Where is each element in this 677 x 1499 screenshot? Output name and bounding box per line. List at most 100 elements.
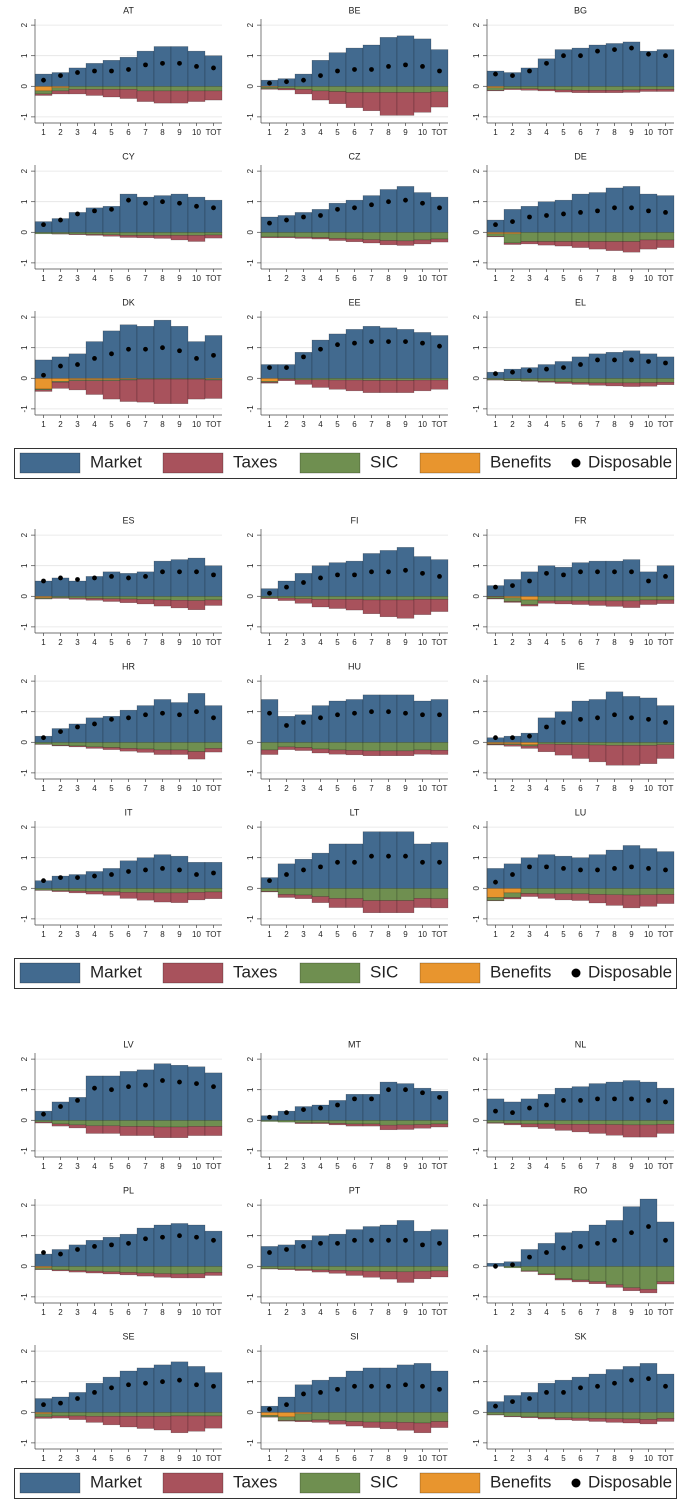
dot — [301, 580, 306, 585]
bar-segment — [294, 747, 313, 751]
bar-segment — [639, 239, 658, 250]
dot — [92, 873, 97, 879]
y-tick-label: 0 — [246, 1410, 255, 1415]
bar-segment — [294, 596, 313, 599]
bar-segment — [537, 1120, 556, 1125]
dot — [284, 723, 289, 728]
x-tick-label: 6 — [578, 1162, 583, 1171]
x-tick-label: 2 — [284, 420, 289, 429]
bar-segment — [102, 234, 121, 237]
bar-segment — [328, 1120, 347, 1124]
bar-segment — [85, 86, 104, 90]
dot — [420, 1242, 425, 1248]
x-tick-label: TOT — [432, 784, 448, 793]
x-tick-label: 1 — [493, 930, 498, 939]
bar-segment — [119, 860, 138, 889]
dot — [211, 870, 216, 876]
legend-label: Benefits — [490, 452, 551, 471]
bar-segment — [396, 1364, 415, 1413]
dot — [160, 1379, 165, 1385]
bar-segment — [328, 888, 347, 899]
bar-segment — [639, 596, 658, 601]
bar-segment — [260, 1266, 279, 1269]
bar-segment — [537, 565, 556, 597]
bar-segment — [136, 1069, 155, 1121]
bar-segment — [639, 1124, 658, 1138]
y-tick-label: 1 — [472, 1379, 481, 1384]
bar-segment — [486, 236, 505, 238]
dot — [126, 197, 131, 203]
bar-segment — [187, 557, 206, 597]
dot — [352, 1237, 357, 1243]
bar-segment — [34, 888, 53, 891]
bar-segment — [328, 843, 347, 889]
bar-segment — [311, 90, 330, 101]
bar-segment — [537, 888, 556, 895]
dot — [126, 346, 131, 352]
y-tick-label: 1 — [246, 1233, 255, 1238]
x-tick-label: 10 — [192, 1308, 201, 1317]
x-tick-label: 7 — [369, 638, 374, 647]
dot — [527, 368, 532, 374]
bar-segment — [622, 382, 641, 387]
x-tick-label: 10 — [192, 128, 201, 137]
bar-segment — [520, 86, 539, 89]
x-tick-label: 4 — [544, 784, 549, 793]
bar-segment — [345, 1412, 364, 1422]
bar-segment — [396, 694, 415, 743]
x-tick-label: 1 — [493, 274, 498, 283]
dot — [109, 716, 114, 722]
dot — [177, 1377, 182, 1383]
dot — [493, 584, 498, 590]
bar-segment — [622, 894, 641, 909]
x-tick-label: 7 — [369, 1308, 374, 1317]
bar-segment — [413, 378, 432, 381]
bar-segment — [136, 1416, 155, 1429]
x-tick-label: 7 — [143, 128, 148, 137]
bar-segment — [588, 90, 607, 93]
x-tick-label: TOT — [432, 274, 448, 283]
x-tick-label: 7 — [143, 1454, 148, 1463]
panel-title: CY — [122, 151, 135, 161]
bar-segment — [430, 699, 449, 743]
x-tick-label: 9 — [403, 638, 408, 647]
bar-segment — [102, 1412, 121, 1417]
dot — [318, 346, 323, 352]
bar-segment — [639, 1412, 658, 1420]
dot — [284, 365, 289, 370]
bar-segment — [379, 888, 398, 901]
bar-segment — [204, 1266, 223, 1273]
bar-segment — [503, 233, 522, 244]
dot — [437, 1094, 442, 1100]
x-tick-label: 5 — [335, 274, 340, 283]
bar-segment — [34, 1416, 53, 1419]
panel-title: IT — [125, 807, 134, 817]
bar-segment — [204, 232, 223, 236]
bar-segment — [396, 750, 415, 757]
bar-segment — [277, 742, 296, 748]
bar-segment — [520, 888, 539, 894]
bar-segment — [153, 596, 172, 601]
dot — [58, 217, 63, 223]
bar-segment — [605, 1418, 624, 1423]
dot — [301, 77, 306, 83]
bar-segment — [430, 91, 449, 108]
y-tick-label: -1 — [472, 1439, 481, 1447]
y-tick-label: 2 — [20, 1348, 29, 1353]
x-tick-label: 1 — [267, 1162, 272, 1171]
dot — [663, 867, 668, 873]
bar-segment — [639, 382, 658, 387]
bar-segment — [345, 560, 364, 597]
bar-segment — [68, 742, 87, 747]
bar-segment — [68, 888, 87, 892]
y-tick-label: 2 — [472, 314, 481, 319]
dot — [41, 372, 46, 378]
dot — [612, 1380, 617, 1386]
dot — [58, 575, 63, 581]
bar-segment — [520, 1266, 539, 1272]
x-tick-label: 7 — [143, 930, 148, 939]
x-tick-label: 7 — [595, 1162, 600, 1171]
y-tick-label: 2 — [20, 824, 29, 829]
bar-segment — [503, 1123, 522, 1126]
x-tick-label: 7 — [595, 420, 600, 429]
